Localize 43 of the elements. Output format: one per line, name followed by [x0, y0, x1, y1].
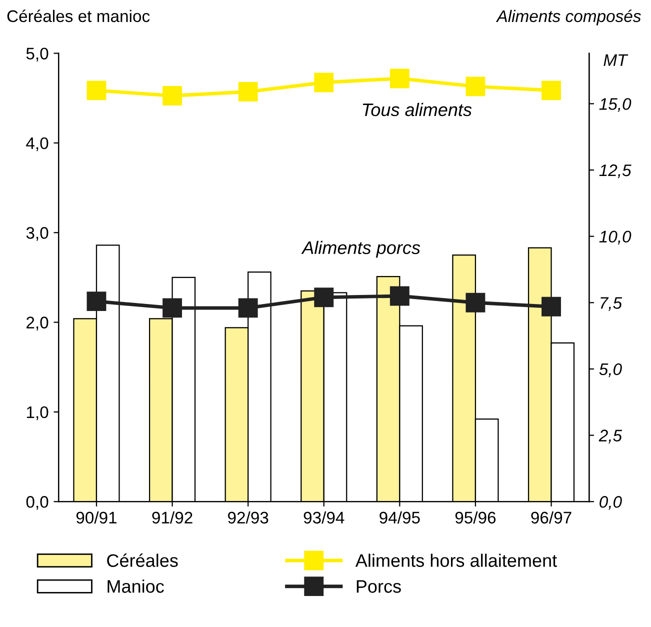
y2-tick-label: 5,0 [599, 363, 622, 378]
point [314, 288, 334, 308]
y-tick-label: 1,0 [26, 406, 48, 420]
y-tick-label: 4,0 [26, 137, 48, 152]
point [86, 80, 106, 100]
y2-tick-label: 12,5 [599, 164, 632, 178]
point [466, 292, 486, 312]
x-tick-label: 91/92 [152, 511, 192, 524]
x-tick-label: 90/91 [76, 511, 117, 524]
y-tick-label: 3,0 [26, 227, 48, 241]
annotation: Aliments porcs [301, 240, 420, 258]
y-tick-label: 2,0 [26, 316, 48, 330]
point [238, 82, 258, 102]
y2-tick-label: 10,0 [599, 230, 632, 245]
point [238, 298, 258, 318]
point [390, 286, 410, 306]
x-tick-label: 94/95 [380, 511, 420, 524]
y-tick-label: 0,0 [26, 496, 48, 510]
y-axis-title: Céréales et manioc [7, 10, 150, 22]
point [86, 292, 106, 312]
x-tick-label: 92/93 [228, 511, 268, 524]
legend-label: Porcs [356, 580, 401, 593]
point [466, 76, 486, 96]
point [542, 80, 561, 100]
y2-tick-label: 0,0 [600, 496, 622, 510]
legend-label: Manioc [108, 580, 164, 593]
point [162, 298, 182, 318]
point [314, 72, 334, 92]
y-tick-label: 5,0 [26, 48, 48, 62]
y2-tick-label: 7,5 [600, 297, 622, 311]
point [542, 296, 561, 316]
point [162, 86, 182, 106]
x-tick-label: 95/96 [455, 511, 496, 524]
y2-tick-label: 15,0 [599, 98, 632, 112]
x-tick-label: 96/97 [531, 511, 572, 524]
y2-axis-title: Aliments composés [496, 10, 641, 26]
y2-tick-label: 2,5 [598, 430, 622, 444]
annotation: Tous aliments [362, 102, 472, 116]
legend-label: Aliments hors allaitement [355, 554, 557, 567]
legend-label: Céréales [107, 554, 178, 567]
point [390, 68, 410, 88]
x-tick-label: 93/94 [304, 511, 344, 524]
text: MT [604, 54, 628, 66]
